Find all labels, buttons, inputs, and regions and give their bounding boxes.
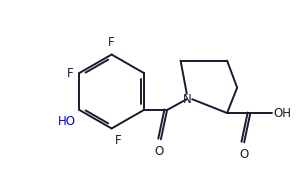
Text: OH: OH <box>274 107 292 120</box>
Text: HO: HO <box>58 115 76 128</box>
Text: F: F <box>115 134 121 147</box>
Text: N: N <box>182 93 191 106</box>
Text: F: F <box>67 67 74 80</box>
Text: O: O <box>155 145 164 158</box>
Text: O: O <box>240 149 249 162</box>
Text: F: F <box>108 36 115 49</box>
